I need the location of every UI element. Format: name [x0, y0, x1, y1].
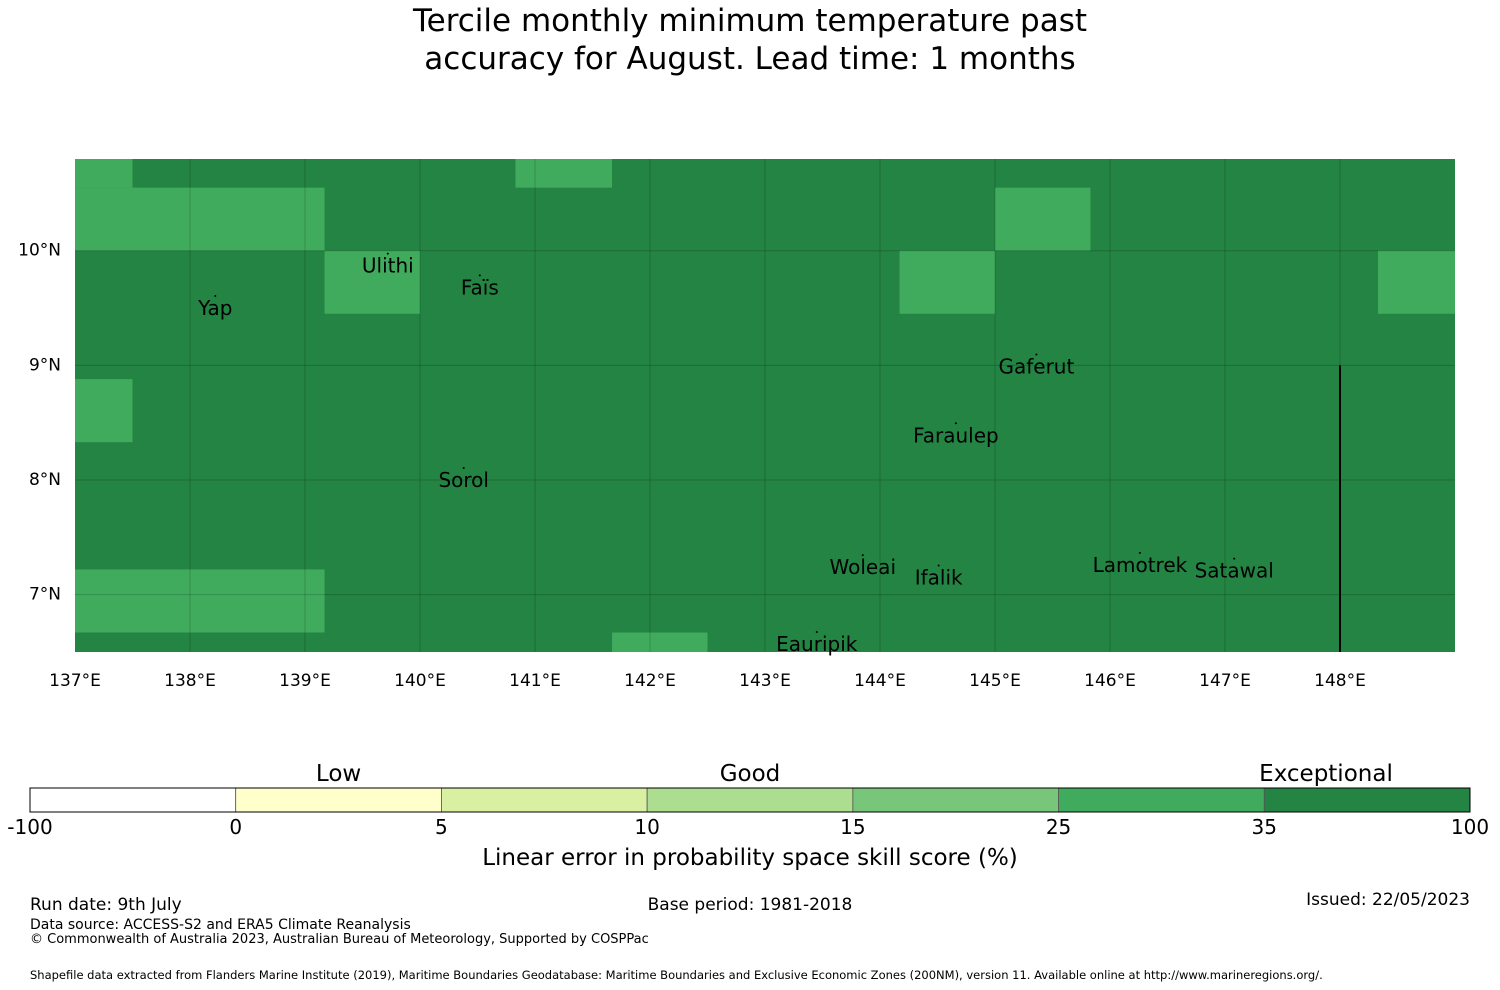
- colorbar-category-exceptional: Exceptional: [1259, 761, 1393, 787]
- lon-tick-139: 139°E: [279, 671, 331, 691]
- colorbar-bin-15-25: [852, 787, 1059, 813]
- map-title: Tercile monthly minimum temperature past…: [0, 2, 1500, 78]
- map-cell-4: [995, 187, 1091, 251]
- colorbar-tick-0: 0: [229, 815, 243, 839]
- place-label-sorol: Sorol: [438, 468, 489, 492]
- lon-tick-140: 140°E: [394, 671, 446, 691]
- place-labels: Ulithi Faïs Yap Gaferut Faraulep Sorol Woleai I…: [197, 252, 1274, 656]
- map-title-line-2: accuracy for August. Lead time: 1 months: [424, 41, 1076, 77]
- colorbar-tick-100: 100: [1450, 815, 1490, 839]
- lon-tick-145: 145°E: [969, 671, 1021, 691]
- place-label-faïs: Faïs: [461, 275, 499, 299]
- island-marker-woleai: [861, 554, 864, 557]
- map-cell-3: [515, 159, 613, 188]
- map-cell-2: [75, 187, 325, 251]
- colorbar: [29, 787, 1471, 813]
- island-marker-gaferut: [1035, 353, 1038, 356]
- island-marker-sorol: [462, 467, 465, 470]
- map-cell-1: [75, 159, 133, 188]
- colorbar-bin-0-5: [235, 787, 442, 813]
- colorbar-axis-label: Linear error in probability space skill …: [482, 845, 1018, 871]
- colorbar-bin-35-100: [1263, 787, 1471, 813]
- colorbar-tick-5: 5: [435, 815, 448, 839]
- lon-tick-138: 138°E: [164, 671, 216, 691]
- map-title-line-1: Tercile monthly minimum temperature past: [412, 3, 1088, 39]
- place-label-satawal: Satawal: [1195, 559, 1274, 583]
- colorbar-legend: [0, 750, 1500, 880]
- lon-tick-137: 137°E: [49, 671, 101, 691]
- colorbar-outline: [29, 787, 1471, 813]
- place-label-ifalik: Ifalik: [915, 565, 963, 589]
- place-label-eauripik: Eauripik: [776, 632, 858, 656]
- lat-tick-8: 8°N: [29, 470, 61, 490]
- lon-tick-148: 148°E: [1314, 671, 1366, 691]
- colorbar-bin-5-10: [441, 787, 648, 813]
- lon-tick-144: 144°E: [854, 671, 906, 691]
- place-label-ulithi: Ulithi: [362, 254, 414, 278]
- longitude-tick-labels: 137°E 138°E 139°E 140°E 141°E 142°E 143°E 144°E…: [49, 671, 1366, 691]
- island-marker-ifalik: [937, 564, 940, 567]
- lat-tick-10: 10°N: [18, 241, 61, 261]
- run-date: Run date: 9th July: [30, 895, 182, 915]
- place-label-yap: Yap: [197, 296, 232, 320]
- colorbar-bin-25-35: [1058, 787, 1265, 813]
- colorbar-tick--100: -100: [7, 815, 53, 839]
- island-marker-ulithi: [386, 252, 389, 255]
- colorbar-bin--100-0: [29, 787, 237, 813]
- colorbar-tick-15: 15: [840, 815, 866, 839]
- issued-date: Issued: 22/05/2023: [1306, 890, 1470, 910]
- place-label-lamotrek: Lamotrek: [1093, 553, 1188, 577]
- colorbar-tick-35: 35: [1251, 815, 1278, 839]
- island-marker-faraulep: [954, 422, 957, 425]
- island-marker-yap: [214, 295, 217, 298]
- skill-score-map: Ulithi Faïs Yap Gaferut Faraulep Sorol Woleai I…: [18, 159, 1455, 691]
- map-gridlines: [75, 159, 1455, 652]
- shapefile-credit: Shapefile data extracted from Flanders M…: [30, 968, 1323, 982]
- copyright: © Commonwealth of Australia 2023, Austra…: [30, 932, 649, 947]
- latitude-tick-labels: 10°N 9°N 8°N 7°N: [18, 241, 61, 605]
- lon-tick-142: 142°E: [624, 671, 676, 691]
- colorbar-bin-10-15: [646, 787, 854, 813]
- map-cell-6: [899, 250, 995, 314]
- lat-tick-7: 7°N: [29, 585, 61, 605]
- island-marker-eauripik: [815, 630, 818, 633]
- map-cell-5: [324, 250, 420, 314]
- lon-tick-146: 146°E: [1084, 671, 1136, 691]
- map-cells: [75, 159, 1455, 652]
- data-source: Data source: ACCESS-S2 and ERA5 Climate …: [30, 917, 411, 933]
- colorbar-category-good: Good: [719, 761, 781, 787]
- map-cell-7: [1377, 250, 1455, 314]
- place-label-gaferut: Gaferut: [998, 355, 1074, 379]
- island-marker-satawal: [1233, 557, 1236, 560]
- place-label-woleai: Woleai: [829, 555, 896, 579]
- lon-tick-141: 141°E: [509, 671, 561, 691]
- lon-tick-143: 143°E: [739, 671, 791, 691]
- colorbar-tick-25: 25: [1045, 815, 1072, 839]
- map-cell-9: [75, 569, 325, 633]
- colorbar-category-low: Low: [315, 761, 362, 787]
- lon-tick-147: 147°E: [1199, 671, 1251, 691]
- island-marker-lamotrek: [1138, 551, 1141, 554]
- map-cell-10: [612, 632, 708, 652]
- island-marker-faïs: [478, 274, 481, 277]
- lat-tick-9: 9°N: [29, 355, 61, 375]
- colorbar-tick-10: 10: [634, 815, 660, 839]
- base-period: Base period: 1981-2018: [647, 895, 853, 915]
- place-label-faraulep: Faraulep: [913, 423, 999, 447]
- map-cell-8: [75, 379, 133, 443]
